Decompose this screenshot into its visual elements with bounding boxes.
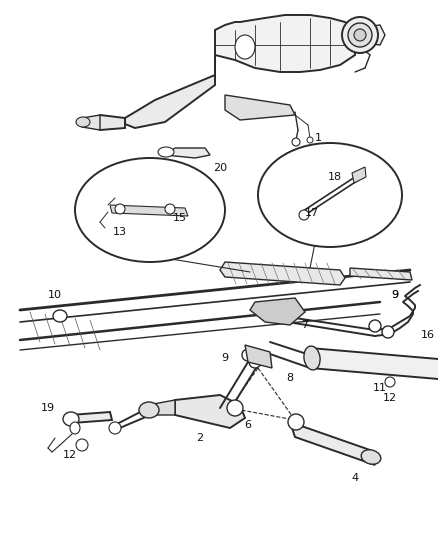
Polygon shape <box>148 400 175 415</box>
Ellipse shape <box>76 117 90 127</box>
Ellipse shape <box>76 439 88 451</box>
Text: 16: 16 <box>420 330 434 340</box>
Polygon shape <box>354 25 384 45</box>
Polygon shape <box>165 148 209 158</box>
Ellipse shape <box>384 377 394 387</box>
Polygon shape <box>307 348 438 380</box>
Ellipse shape <box>287 414 303 430</box>
Ellipse shape <box>226 400 243 416</box>
Ellipse shape <box>75 158 225 262</box>
Text: 1: 1 <box>314 133 321 143</box>
Ellipse shape <box>303 346 319 370</box>
Polygon shape <box>225 95 294 120</box>
Ellipse shape <box>234 35 254 59</box>
Text: 9: 9 <box>391 290 398 300</box>
Ellipse shape <box>381 326 393 338</box>
Ellipse shape <box>248 356 261 368</box>
Text: 19: 19 <box>41 403 55 413</box>
Text: 9: 9 <box>391 290 398 300</box>
Ellipse shape <box>347 23 371 47</box>
Text: 10: 10 <box>48 290 62 300</box>
Text: 13: 13 <box>113 227 127 237</box>
Text: 17: 17 <box>304 208 318 218</box>
Polygon shape <box>219 262 344 285</box>
Text: 9: 9 <box>221 353 228 363</box>
Polygon shape <box>351 167 365 183</box>
Ellipse shape <box>291 138 299 146</box>
Polygon shape <box>70 412 112 423</box>
Text: 8: 8 <box>286 373 293 383</box>
Polygon shape <box>249 298 304 325</box>
Ellipse shape <box>139 402 159 418</box>
Polygon shape <box>110 205 187 216</box>
Text: 12: 12 <box>382 393 396 403</box>
Polygon shape <box>175 395 244 428</box>
Polygon shape <box>95 115 125 130</box>
Ellipse shape <box>258 143 401 247</box>
Text: 11: 11 <box>372 383 386 393</box>
Ellipse shape <box>109 422 121 434</box>
Text: 15: 15 <box>173 213 187 223</box>
Ellipse shape <box>241 349 254 361</box>
Ellipse shape <box>360 450 380 464</box>
Polygon shape <box>125 55 215 128</box>
Text: 12: 12 <box>63 450 77 460</box>
Ellipse shape <box>158 147 173 157</box>
Text: 2: 2 <box>196 433 203 443</box>
Text: 7: 7 <box>301 320 308 330</box>
Text: 18: 18 <box>327 172 341 182</box>
Ellipse shape <box>165 204 175 214</box>
Ellipse shape <box>63 412 79 426</box>
Text: 20: 20 <box>212 163 226 173</box>
Ellipse shape <box>115 204 125 214</box>
Text: 4: 4 <box>351 473 358 483</box>
Polygon shape <box>215 15 354 72</box>
Ellipse shape <box>341 17 377 53</box>
Ellipse shape <box>53 310 67 322</box>
Polygon shape <box>349 268 411 280</box>
Ellipse shape <box>306 137 312 143</box>
Polygon shape <box>244 345 272 368</box>
Polygon shape <box>80 115 100 130</box>
Ellipse shape <box>368 320 380 332</box>
Ellipse shape <box>353 29 365 41</box>
Ellipse shape <box>70 422 80 434</box>
Ellipse shape <box>298 210 308 220</box>
Polygon shape <box>290 422 374 465</box>
Text: 6: 6 <box>244 420 251 430</box>
